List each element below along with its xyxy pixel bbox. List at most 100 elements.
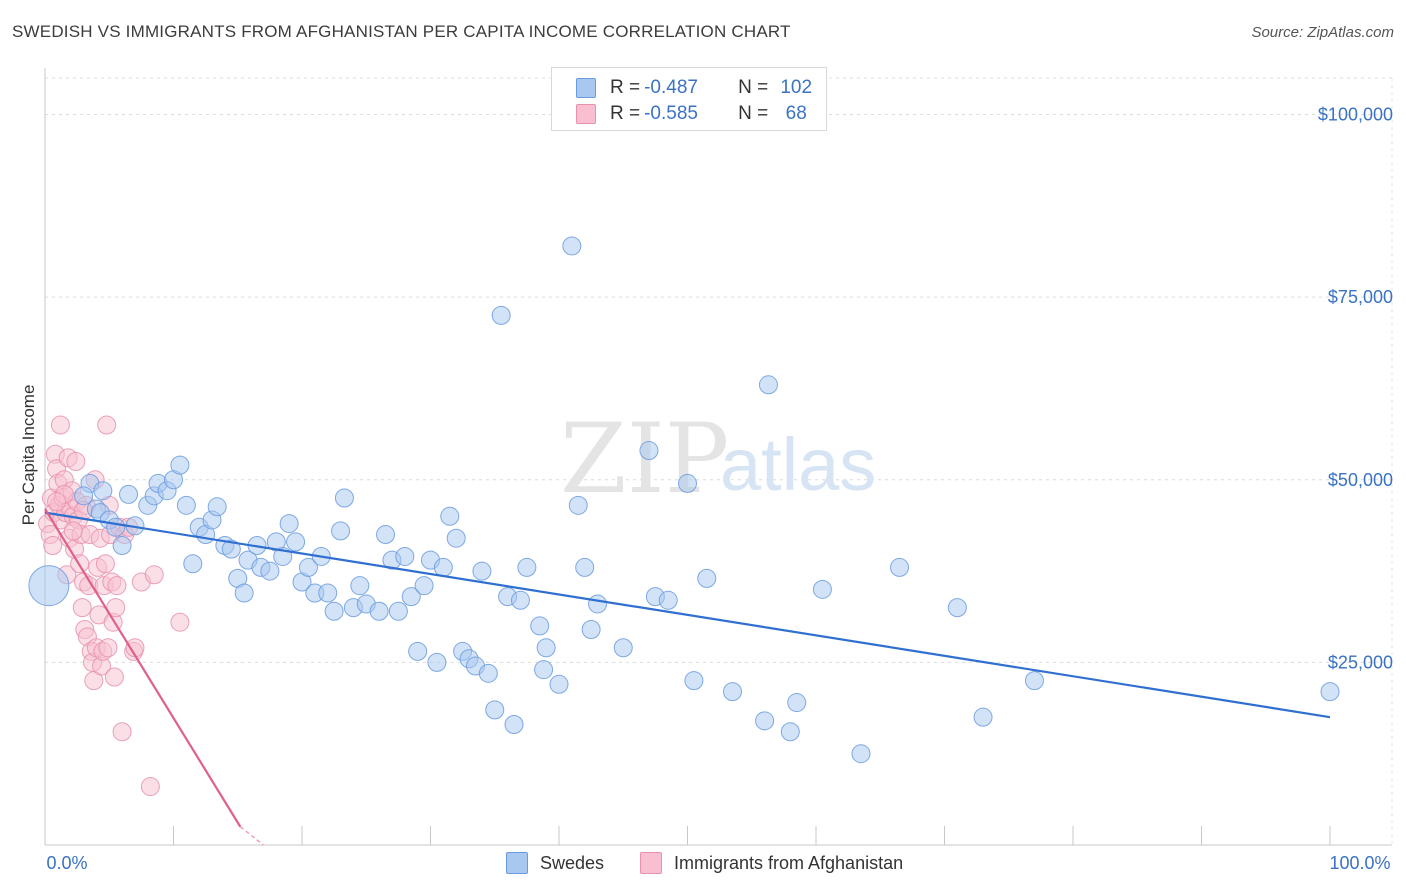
- afghan-trend-line: [44, 508, 242, 828]
- afghan-point: [140, 777, 160, 797]
- swedes-point: [427, 652, 447, 672]
- x-tick-label: 0.0%: [46, 853, 87, 873]
- swedes-point: [207, 497, 227, 517]
- legend-n-value-swedes: 102: [780, 77, 813, 98]
- swedes-point: [408, 641, 428, 661]
- swedes-point: [260, 561, 280, 581]
- swedes-point: [613, 638, 633, 658]
- legend-n-label: N =: [738, 77, 769, 98]
- swedes-point: [851, 744, 871, 764]
- swedes-point: [530, 616, 550, 636]
- swedes-trend-line: [44, 511, 1331, 719]
- swedes-point: [395, 546, 415, 566]
- swedes-point: [112, 536, 132, 556]
- swedes-point: [536, 638, 556, 658]
- swedes-point: [350, 576, 370, 596]
- legend-r-label: R =: [610, 103, 641, 124]
- legend-n-value-afghan: 68: [785, 103, 807, 124]
- swedes-point: [234, 583, 254, 603]
- swedes-point: [221, 539, 241, 559]
- afghan-point: [104, 667, 124, 687]
- afghan-point: [112, 722, 132, 742]
- swedes-point: [119, 484, 139, 504]
- y-tick-label: $100,000: [1318, 105, 1393, 125]
- tick-labels: $25,000 $50,000 $75,000 $100,000 0.0% 100.0%: [46, 105, 1393, 873]
- swedes-point: [562, 236, 582, 256]
- legend-r-label: R =: [610, 77, 641, 98]
- swedes-point: [485, 700, 505, 720]
- legend-n-label: N =: [738, 103, 769, 124]
- swedes-point: [517, 557, 537, 577]
- bottom-legend-label-afghan: Immigrants from Afghanistan: [674, 852, 904, 873]
- swedes-point: [588, 594, 608, 614]
- afghan-point: [170, 612, 190, 632]
- bottom-legend-label-swedes: Swedes: [540, 852, 605, 873]
- swedes-point: [568, 495, 588, 515]
- axes: [44, 68, 1392, 846]
- swedes-point: [973, 707, 993, 727]
- swedes-point: [697, 568, 717, 588]
- y-tick-label: $50,000: [1328, 470, 1393, 490]
- afghan-point: [144, 565, 164, 585]
- y-tick-label: $25,000: [1328, 652, 1393, 672]
- swedes-point: [331, 521, 351, 541]
- swedes-point: [504, 714, 524, 734]
- swedes-point: [286, 532, 306, 552]
- swedes-point: [388, 601, 408, 621]
- swedes-point: [658, 590, 678, 610]
- swedes-point: [478, 663, 498, 683]
- swedes-point: [787, 693, 807, 713]
- y-tick-label: $75,000: [1328, 287, 1393, 307]
- swedes-point: [74, 486, 94, 506]
- afghan-point: [50, 415, 70, 435]
- swedes-point: [446, 528, 466, 548]
- swedes-point: [472, 561, 492, 581]
- swedes-point: [414, 576, 434, 596]
- gridlines: [45, 77, 1393, 845]
- afghan-point: [47, 492, 67, 512]
- afghan-point: [97, 415, 117, 435]
- bottom-legend-swatch-swedes: [506, 852, 528, 874]
- swedes-point: [755, 711, 775, 731]
- afghan-point: [98, 638, 118, 658]
- swedes-point: [170, 455, 190, 475]
- bottom-legend-swatch-afghan: [640, 852, 662, 874]
- afghan-point: [107, 576, 127, 596]
- swedes-point: [376, 525, 396, 545]
- swedes-point: [176, 495, 196, 515]
- y-axis-label: Per Capita Income: [19, 385, 38, 526]
- swedes-point: [324, 601, 344, 621]
- watermark: ZIP atlas: [560, 403, 876, 515]
- swedes-point: [106, 517, 126, 537]
- swedes-point: [491, 305, 511, 325]
- swedes-point: [812, 579, 832, 599]
- swedes-point: [28, 565, 70, 607]
- swedes-points: [28, 236, 1340, 764]
- swedes-point: [510, 590, 530, 610]
- swedes-point: [334, 488, 354, 508]
- afghan-point: [43, 536, 63, 556]
- bottom-legend-swedes[interactable]: Swedes: [506, 852, 604, 874]
- bottom-legend-afghan[interactable]: Immigrants from Afghanistan: [640, 852, 903, 874]
- swedes-point: [684, 671, 704, 691]
- afghan-point: [66, 452, 86, 471]
- swedes-point: [534, 660, 554, 680]
- swedes-point: [758, 375, 778, 395]
- source-credit: Source: ZipAtlas.com: [1251, 24, 1394, 41]
- legend-r-value-swedes: -0.487: [644, 77, 698, 98]
- swedes-point: [298, 557, 318, 577]
- afghan-point: [63, 521, 83, 541]
- afghan-trend-extension: [239, 826, 264, 846]
- swedes-point: [549, 674, 569, 694]
- swedes-point: [318, 583, 338, 603]
- swedes-point: [369, 601, 389, 621]
- swedes-point: [678, 473, 697, 493]
- correlation-legend: R = -0.487 N = 102 R = -0.585 N = 68: [551, 67, 827, 131]
- trend-lines: [44, 508, 1331, 846]
- swedes-point: [433, 557, 453, 577]
- afghan-points: [38, 415, 190, 797]
- swedes-point: [780, 722, 800, 742]
- swedes-point: [639, 441, 659, 461]
- afghan-point: [84, 671, 104, 691]
- swedes-point: [575, 557, 595, 577]
